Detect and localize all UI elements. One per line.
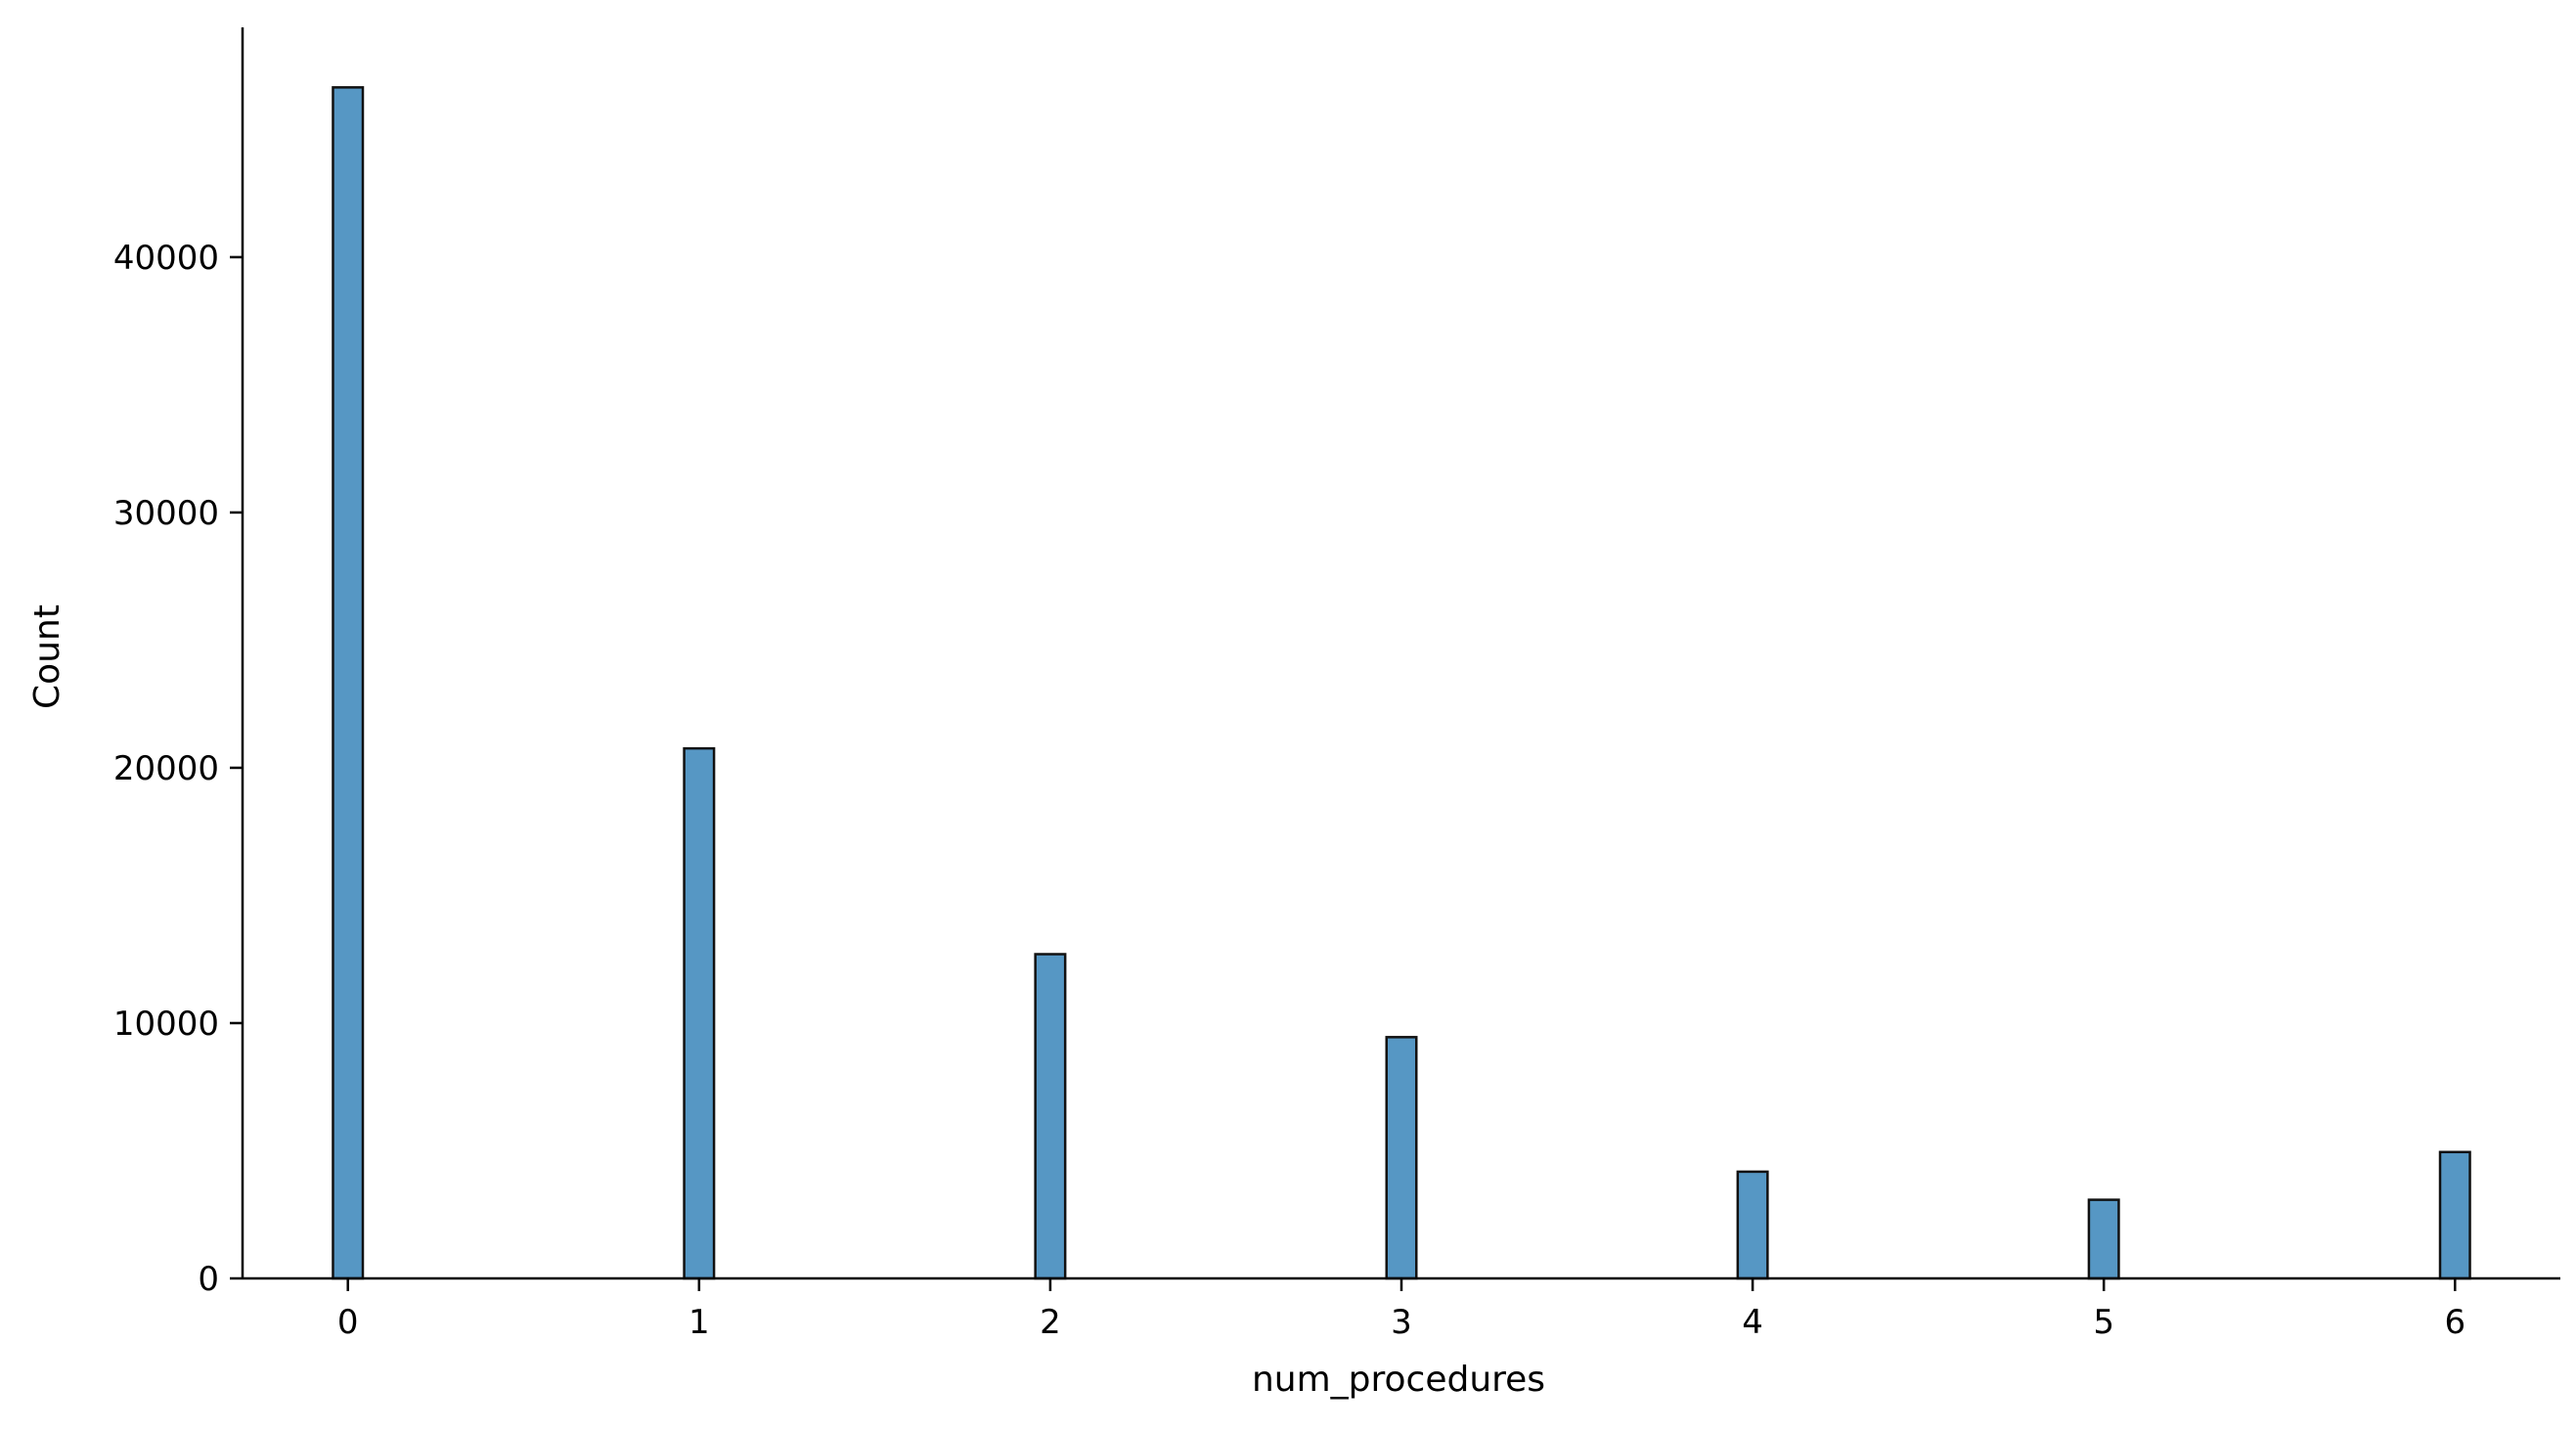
y-tick-label-40000: 40000 [113,239,219,278]
x-axis-label: num_procedures [1252,1360,1545,1400]
x-tick-label-2: 2 [1040,1303,1061,1342]
bar-3 [1385,1036,1418,1280]
y-tick-label-30000: 30000 [113,494,219,533]
bars-group [332,86,2471,1280]
x-tick-label-6: 6 [2444,1303,2465,1342]
bar-4 [1736,1170,1769,1280]
ticks-group: 0 1 2 3 4 5 6 0 10000 20000 30000 40000 [113,239,2465,1342]
x-tick-label-3: 3 [1391,1303,1412,1342]
bar-2 [1034,953,1067,1280]
y-axis-label: Count [27,604,67,709]
x-tick-label-4: 4 [1742,1303,1763,1342]
y-tick-label-10000: 10000 [113,1005,219,1044]
x-tick-label-1: 1 [688,1303,710,1342]
bar-0 [332,86,365,1280]
y-tick-label-20000: 20000 [113,749,219,788]
bar-6 [2438,1150,2471,1280]
y-tick-label-0: 0 [198,1260,219,1299]
x-tick-label-0: 0 [337,1303,359,1342]
bar-5 [2087,1198,2120,1280]
x-tick-label-5: 5 [2093,1303,2114,1342]
bar-1 [683,746,716,1280]
